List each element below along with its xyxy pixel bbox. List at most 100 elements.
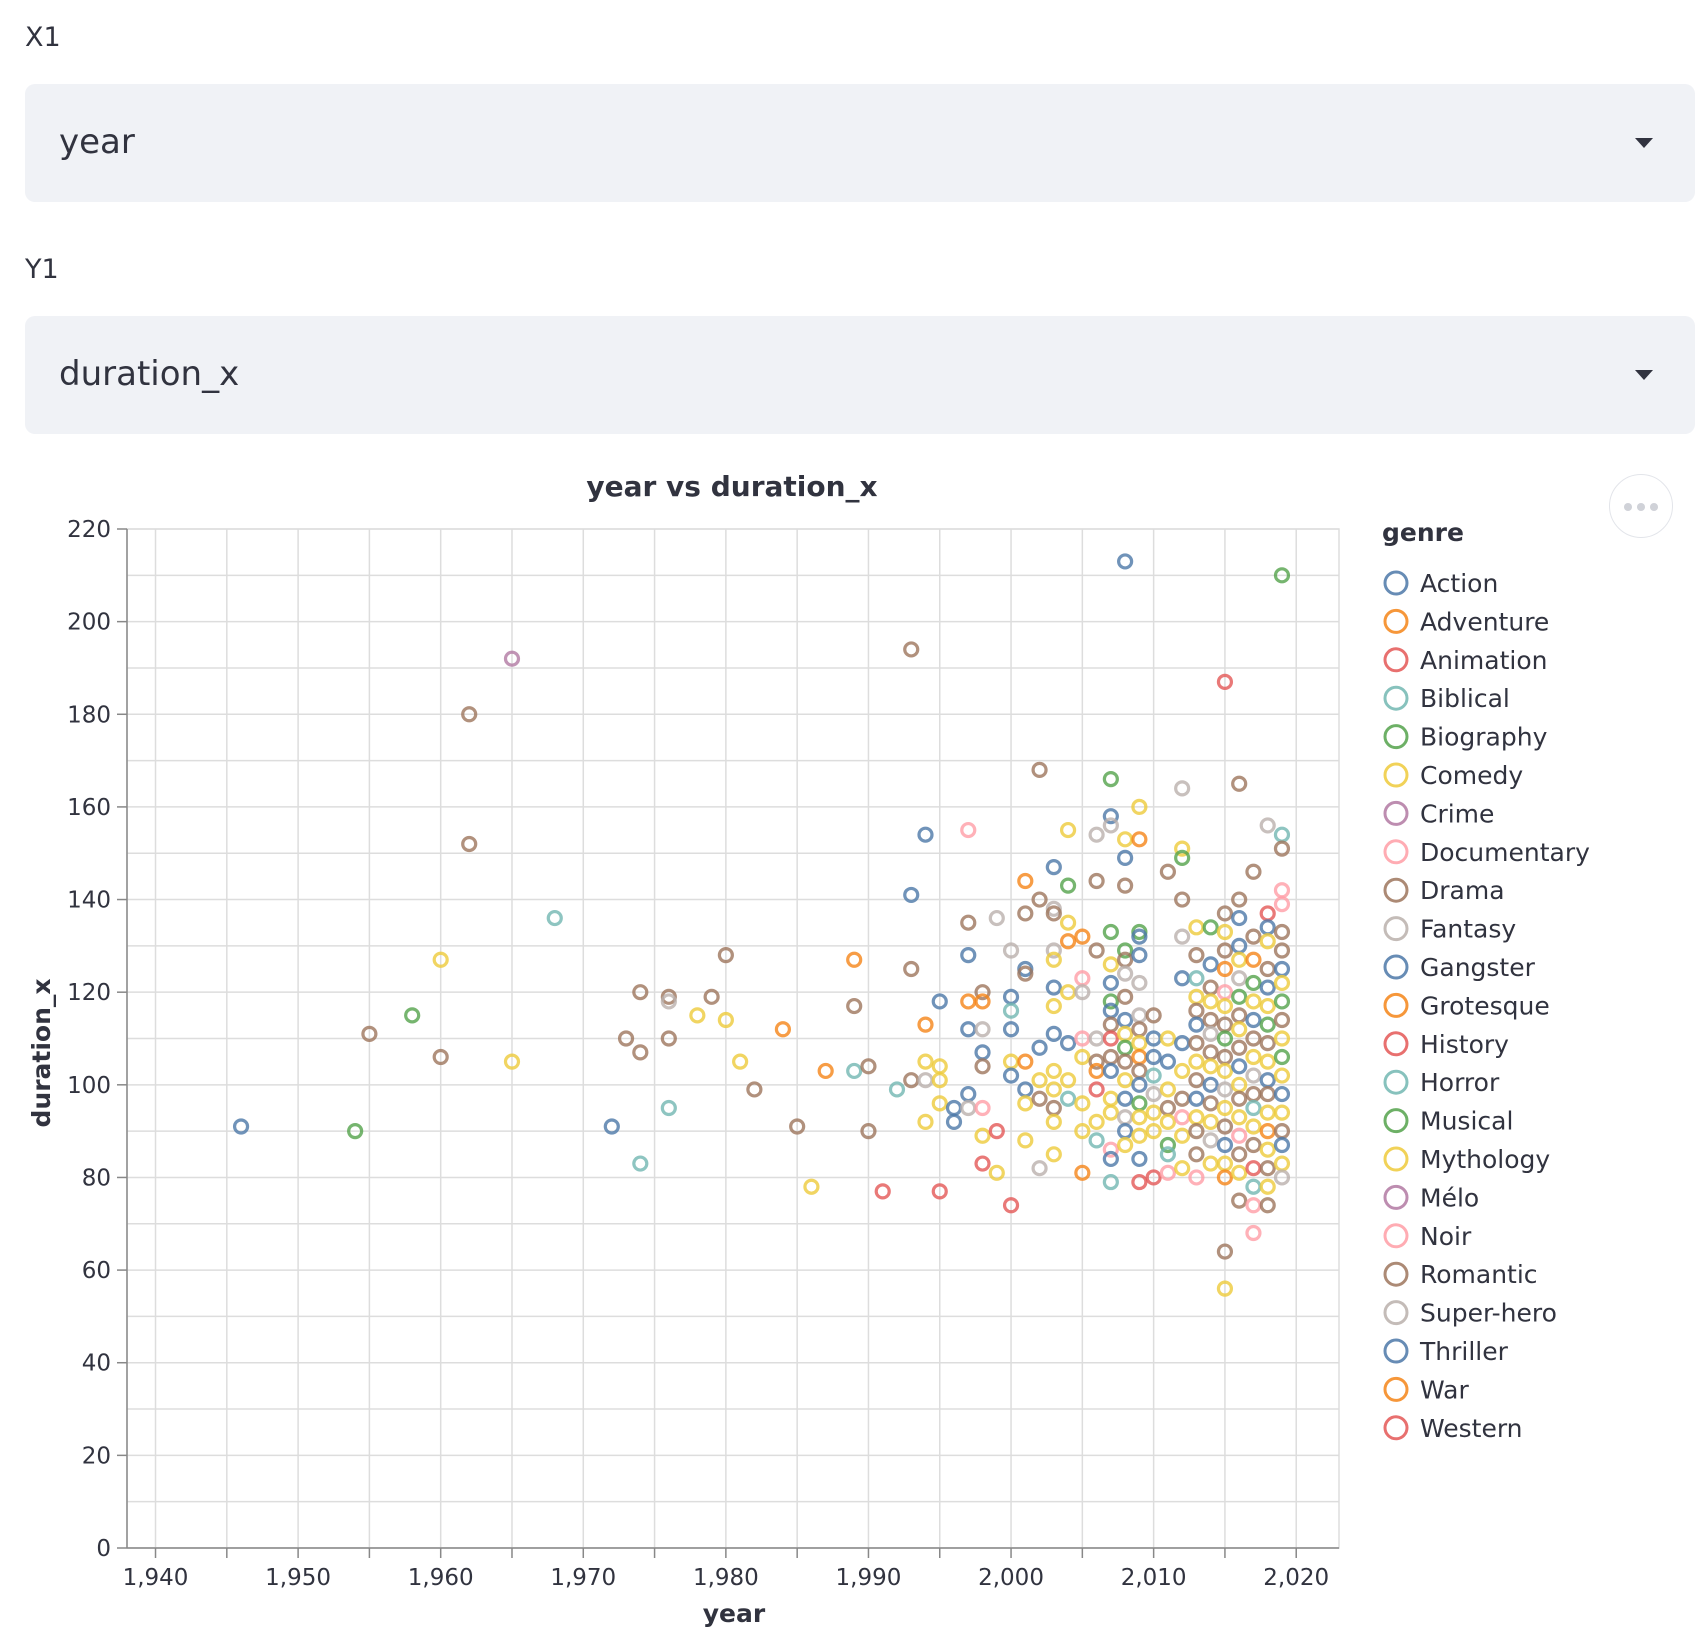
data-point — [1188, 970, 1205, 987]
data-point — [1159, 1099, 1176, 1117]
data-point — [846, 951, 863, 968]
data-point — [1273, 974, 1291, 992]
data-point — [717, 947, 734, 964]
legend-symbol — [1383, 1184, 1409, 1210]
data-point — [1259, 817, 1276, 834]
data-point — [1259, 979, 1276, 996]
legend-symbol — [1383, 800, 1409, 826]
data-point — [1245, 993, 1262, 1010]
y-tick-label: 160 — [67, 795, 111, 821]
data-point — [1245, 863, 1262, 880]
data-point — [1045, 1146, 1062, 1163]
legend-label: Thriller — [1419, 1337, 1509, 1366]
data-point — [1231, 988, 1248, 1005]
data-point — [1231, 1090, 1248, 1107]
data-point — [1102, 923, 1119, 941]
x-tick-label: 1,950 — [265, 1565, 331, 1591]
data-point — [1273, 1085, 1291, 1103]
data-point — [1216, 942, 1234, 959]
legend-label: Action — [1420, 569, 1498, 598]
data-point — [1045, 997, 1062, 1015]
data-point — [1145, 1123, 1162, 1140]
data-point — [1045, 1113, 1062, 1130]
data-point — [1131, 831, 1148, 848]
y-tick-label: 0 — [96, 1536, 111, 1562]
data-point — [1017, 872, 1034, 890]
legend-symbol — [1383, 1300, 1409, 1326]
data-point — [1231, 1164, 1248, 1181]
data-point — [931, 1072, 948, 1089]
data-point — [960, 914, 977, 931]
data-point — [1131, 1109, 1148, 1126]
data-point — [1202, 956, 1219, 973]
data-point — [1202, 1155, 1219, 1172]
data-point — [917, 1113, 934, 1130]
data-point — [632, 1155, 649, 1172]
legend-symbol — [1383, 1223, 1409, 1249]
data-point — [1202, 1044, 1219, 1061]
data-point — [974, 1099, 991, 1117]
data-point — [232, 1118, 250, 1135]
x-axis-select[interactable]: year — [25, 84, 1695, 202]
data-point — [1174, 1160, 1191, 1177]
data-point — [846, 997, 863, 1015]
data-point — [1174, 1062, 1191, 1080]
more-options-button[interactable] — [1609, 474, 1673, 538]
data-point — [1216, 1169, 1234, 1186]
data-point — [1273, 942, 1291, 959]
data-point — [1273, 993, 1291, 1010]
data-point — [347, 1123, 364, 1140]
legend-label: Super-hero — [1420, 1299, 1557, 1328]
data-point — [1216, 1081, 1234, 1098]
data-point — [1002, 942, 1020, 959]
data-point — [1159, 1081, 1176, 1098]
data-point — [1131, 974, 1148, 992]
data-point — [1188, 1169, 1205, 1186]
data-point — [1188, 1072, 1205, 1089]
data-point — [660, 1099, 677, 1117]
data-point — [1002, 1002, 1020, 1019]
more-horizontal-icon — [1624, 503, 1632, 511]
data-point — [1216, 673, 1234, 690]
data-point — [917, 1016, 934, 1033]
data-point — [1231, 1021, 1248, 1038]
axes: 0 20 40 60 80 100 120 140 160 180 200 220 1,940 1,950… — [67, 517, 1339, 1591]
legend-label: Fantasy — [1420, 915, 1516, 944]
data-point — [1245, 1011, 1262, 1029]
data-point — [1117, 877, 1134, 894]
data-point — [432, 951, 449, 968]
data-point — [1259, 919, 1276, 936]
data-point — [1102, 1150, 1119, 1168]
data-point — [1216, 1243, 1234, 1260]
y-axis-select[interactable]: duration_x — [25, 316, 1695, 434]
y-tick-label: 20 — [82, 1443, 111, 1469]
points — [232, 553, 1291, 1297]
chevron-down-icon — [1635, 370, 1653, 380]
y-tick-label: 60 — [82, 1258, 111, 1284]
data-point — [1216, 997, 1234, 1015]
data-point — [1102, 956, 1119, 973]
y-tick-label: 100 — [67, 1073, 111, 1099]
chart-title: year vs duration_x — [586, 470, 877, 503]
data-point — [789, 1118, 806, 1135]
data-point — [1117, 965, 1134, 982]
data-point — [1117, 988, 1134, 1005]
data-point — [404, 1007, 421, 1024]
legend-label: Biblical — [1420, 684, 1510, 713]
data-point — [1117, 1109, 1134, 1126]
legend-label: War — [1420, 1375, 1469, 1404]
data-point — [1188, 947, 1205, 964]
data-point — [974, 1044, 991, 1061]
legend-symbol — [1383, 647, 1409, 673]
legend-label: Gangster — [1420, 953, 1536, 982]
data-point — [1074, 928, 1091, 945]
data-point — [1102, 771, 1119, 788]
data-point — [1002, 1197, 1020, 1214]
data-point — [1088, 942, 1105, 959]
data-point — [1231, 1007, 1248, 1024]
data-point — [1174, 970, 1191, 987]
data-point — [860, 1123, 877, 1140]
data-point — [1159, 1136, 1176, 1154]
legend-symbol — [1383, 1146, 1409, 1172]
data-point — [660, 1030, 677, 1047]
